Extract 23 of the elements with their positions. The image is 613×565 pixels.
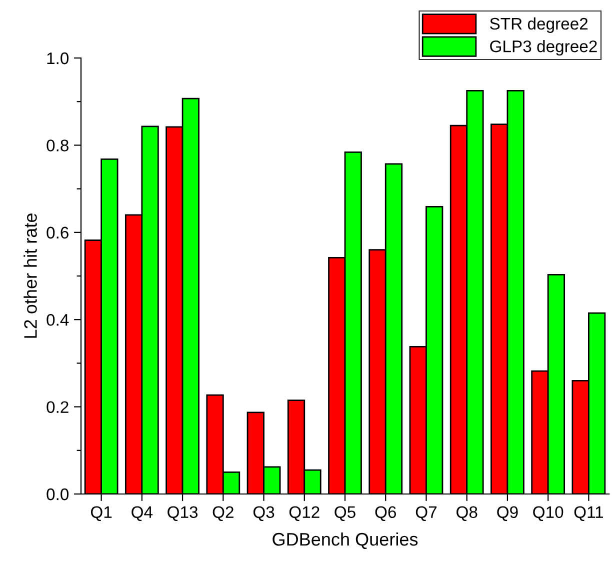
x-tick-label: Q11	[574, 506, 604, 522]
x-tick-label: Q1	[90, 506, 112, 522]
y-tick-label: 0.6	[46, 226, 68, 239]
x-tick-label: Q13	[168, 506, 198, 522]
y-tick-label: 0.8	[46, 140, 68, 152]
y-tick-label: 1.0	[47, 52, 69, 64]
x-tick-label: Q10	[533, 506, 564, 522]
x-tick-label: Q8	[456, 506, 478, 522]
x-tick-label: Q2	[212, 506, 234, 522]
x-tick-label: Q3	[253, 506, 274, 522]
x-tick-label: Q12	[289, 506, 320, 522]
y-tick-label: 0.0	[46, 488, 69, 500]
legend-label: STR degree2	[490, 17, 588, 33]
x-tick-label: Q4	[132, 506, 153, 522]
x-tick-label: Q6	[375, 506, 396, 522]
legend-label: GLP3 degree2	[490, 40, 597, 56]
x-tick-label: Q5	[334, 506, 356, 522]
x-tick-label: Q9	[497, 506, 518, 522]
y-tick-label: 0.2	[46, 401, 68, 414]
x-axis-title: GDBench Queries	[272, 532, 418, 549]
y-axis-title: L2 other hit rate	[24, 214, 37, 338]
x-tick-label: Q7	[416, 506, 437, 522]
y-tick-label: 0.4	[46, 314, 69, 326]
